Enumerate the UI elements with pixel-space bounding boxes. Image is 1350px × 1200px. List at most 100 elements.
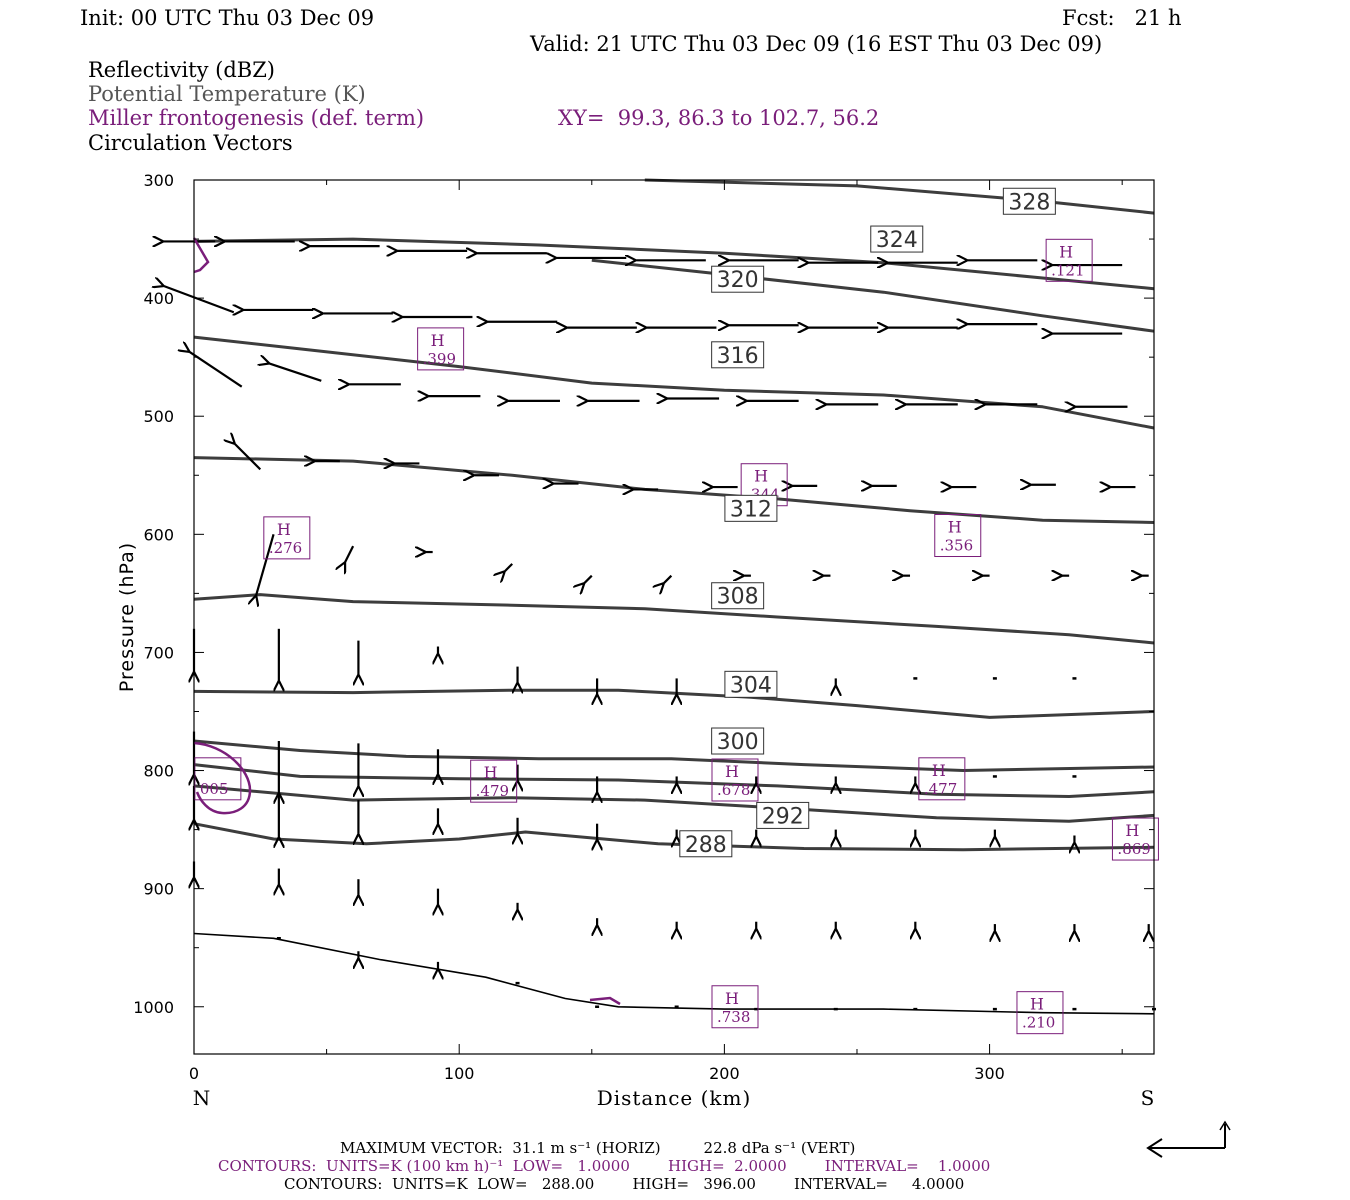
x-tick-label: 200 xyxy=(709,1064,740,1083)
maximum-vector-info: MAXIMUM VECTOR: 31.1 m s⁻¹ (HORIZ) 22.8 … xyxy=(340,1139,856,1157)
theta-contour-label: 308 xyxy=(717,585,759,610)
fronto-max-box xyxy=(934,514,982,558)
theta-contour-label: 328 xyxy=(1008,190,1050,215)
valid-time: Valid: 21 UTC Thu 03 Dec 09 (16 EST Thu … xyxy=(530,32,1103,56)
fronto-max-label: H xyxy=(725,762,739,781)
fronto-max-box xyxy=(417,327,465,371)
theta-contour-label: 316 xyxy=(717,344,759,369)
vector-arrow xyxy=(503,563,514,573)
theta-contour-labels: 328 324 320 316 312 308 304 300 292 288 xyxy=(679,187,1056,858)
fronto-max-box xyxy=(263,516,311,560)
fronto-max-value: .121 xyxy=(1051,261,1084,279)
theta-contour-line xyxy=(193,763,1155,798)
fronto-max-value: .399 xyxy=(423,350,456,368)
theta-label-box xyxy=(1002,187,1056,215)
fronto-max-box xyxy=(711,758,759,802)
y-tick-label: 500 xyxy=(143,407,174,426)
vector-arrow xyxy=(267,363,322,382)
y-tick-label: 1000 xyxy=(133,998,174,1017)
fronto-max-value: .477 xyxy=(924,780,957,798)
init-time: Init: 00 UTC Thu 03 Dec 09 xyxy=(80,6,375,30)
field-potential-temperature: Potential Temperature (K) xyxy=(88,82,366,106)
theta-contour-line xyxy=(193,237,1155,291)
fronto-max-label: H xyxy=(754,467,768,486)
theta-contour-label: 324 xyxy=(876,228,918,253)
field-circulation-vectors: Circulation Vectors xyxy=(88,131,293,155)
vector-arrow xyxy=(233,442,262,471)
vector-arrow xyxy=(188,351,243,388)
x-tick-label: 300 xyxy=(974,1064,1005,1083)
fronto-max-value: 005 xyxy=(200,780,229,798)
y-tick-label: 400 xyxy=(143,289,174,308)
theta-contour-line xyxy=(193,593,1155,645)
vector-arrow xyxy=(256,534,275,597)
vector-arrow xyxy=(344,545,355,564)
theta-label-box xyxy=(679,830,733,858)
theta-contour-line xyxy=(193,932,1155,1015)
frontogenesis-contour xyxy=(193,741,252,815)
theta-label-box xyxy=(756,801,810,829)
x-axis-label: Distance (km) xyxy=(597,1086,752,1110)
theta-contour-label: 288 xyxy=(685,833,727,858)
y-tick-label: 900 xyxy=(143,880,174,899)
field-frontogenesis: Miller frontogenesis (def. term) xyxy=(88,106,425,130)
theta-label-box xyxy=(711,265,765,293)
theta-label-box xyxy=(711,582,765,610)
theta-contour-label: 320 xyxy=(717,268,759,293)
circulation-vectors xyxy=(161,241,1156,1011)
frontogenesis-maxima: H.399H.276H.344H.356H.121H.479H.678H.477… xyxy=(192,237,1159,1035)
fronto-max-value: .869 xyxy=(1117,840,1150,858)
north-label: N xyxy=(193,1086,212,1110)
y-axis-label: Pressure (hPa) xyxy=(116,542,138,692)
south-label: S xyxy=(1141,1086,1156,1110)
fronto-max-box xyxy=(918,757,966,801)
fronto-max-label: H xyxy=(431,331,445,350)
fronto-max-value: .276 xyxy=(269,539,302,557)
forecast-hour: Fcst: 21 h xyxy=(1062,6,1182,30)
y-tick-label: 700 xyxy=(143,643,174,662)
fronto-max-value: .210 xyxy=(1022,1014,1055,1032)
fronto-max-box xyxy=(470,759,518,803)
fronto-max-label: H xyxy=(277,520,291,539)
theta-contour-line xyxy=(193,739,1155,772)
fronto-max-label: H xyxy=(1125,821,1139,840)
vector-arrow xyxy=(583,574,593,585)
theta-contours xyxy=(193,178,1155,1015)
y-tick-label: 800 xyxy=(143,762,174,781)
frontogenesis-contour xyxy=(192,237,210,274)
theta-contour-label: 312 xyxy=(730,497,772,522)
fronto-max-box xyxy=(711,985,759,1029)
theta-label-box xyxy=(724,670,778,698)
theta-label-box xyxy=(711,727,765,755)
x-tick-label: 100 xyxy=(444,1064,475,1083)
frontogenesis-contour xyxy=(589,996,621,1006)
theta-label-box xyxy=(870,225,924,253)
fronto-max-label: H xyxy=(932,761,946,780)
theta-contour-label: 304 xyxy=(730,673,772,698)
plot-frame xyxy=(193,179,1155,1055)
fronto-max-value: .678 xyxy=(717,781,750,799)
fronto-max-box xyxy=(1016,991,1064,1035)
axes: 300 400 500 600 700 800 900 1000 0 100 200 300 xyxy=(133,171,1154,1083)
theta-contour-line xyxy=(193,784,1155,823)
vector-arrow xyxy=(162,285,235,314)
theta-contour-line xyxy=(193,822,1155,852)
theta-contour-line xyxy=(193,335,1155,430)
fronto-max-box xyxy=(1111,817,1159,861)
fronto-max-value: .356 xyxy=(940,537,973,555)
cross-section-endpoints: XY= 99.3, 86.3 to 102.7, 56.2 xyxy=(558,106,880,130)
field-reflectivity: Reflectivity (dBZ) xyxy=(88,58,276,82)
theta-contour-line xyxy=(193,688,1155,719)
vector-arrow xyxy=(662,574,673,585)
fronto-max-label: H xyxy=(948,518,962,537)
fronto-max-label: H xyxy=(1059,242,1073,261)
theta-contour-line xyxy=(644,178,1155,215)
fronto-max-value: .738 xyxy=(717,1008,750,1026)
frontogenesis-contour-info: CONTOURS: UNITS=K (100 km h)⁻¹ LOW= 1.00… xyxy=(218,1157,991,1175)
fronto-max-box xyxy=(1045,238,1093,282)
fronto-max-value: .479 xyxy=(476,782,509,800)
theta-contour-info: CONTOURS: UNITS=K LOW= 288.00 HIGH= 396.… xyxy=(284,1175,965,1193)
y-tick-label: 300 xyxy=(143,171,174,190)
y-tick-label: 600 xyxy=(143,525,174,544)
